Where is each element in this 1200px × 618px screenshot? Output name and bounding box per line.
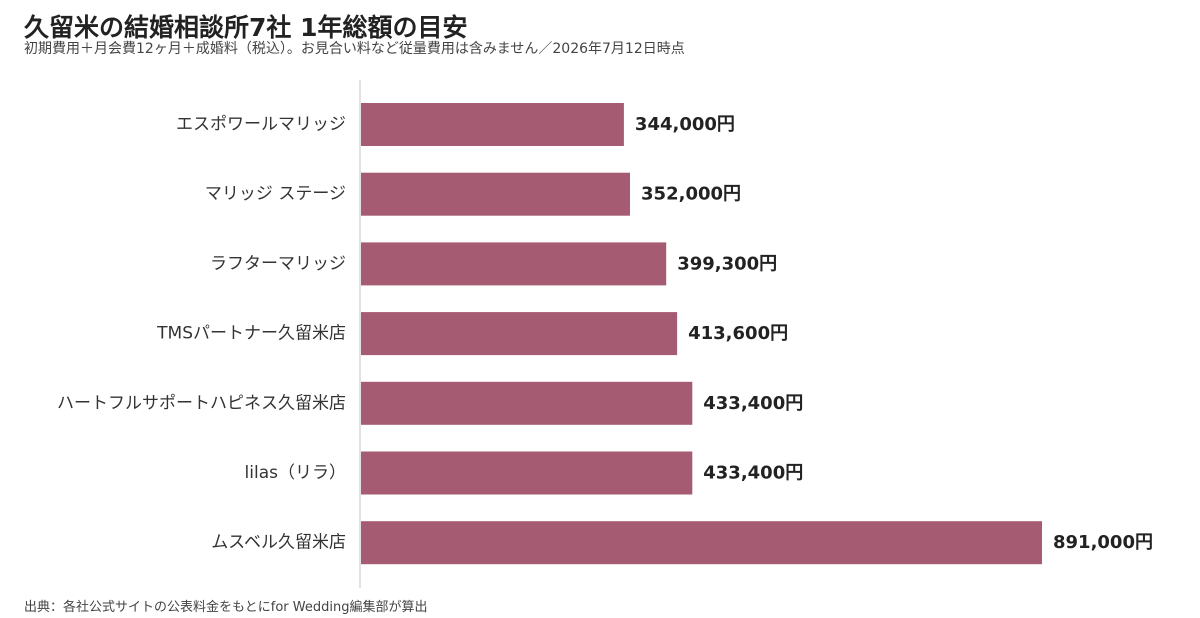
value-label-2: 399,300円 <box>677 253 777 274</box>
category-label-6: ムスベル久留米店 <box>211 533 346 553</box>
source-note: 出典：各社公式サイトの公表料金をもとにfor Wedding編集部が算出 <box>24 600 428 615</box>
value-label-3: 413,600円 <box>688 323 788 344</box>
bar-5 <box>361 451 693 495</box>
chart-subtitle: 初期費用＋月会費12ヶ月＋成婚料（税込）。お見合い料など従量費用は含みません／2… <box>24 41 685 57</box>
chart-title: 久留米の結婚相談所7社 1年総額の目安 <box>24 13 468 42</box>
value-label-5: 433,400円 <box>703 463 803 484</box>
bar-6 <box>361 521 1042 565</box>
value-label-0: 344,000円 <box>635 114 735 135</box>
category-label-3: TMSパートナー久留米店 <box>156 324 346 344</box>
bar-2 <box>361 242 667 286</box>
bar-0 <box>361 103 624 146</box>
value-label-1: 352,000円 <box>641 184 741 205</box>
bar-4 <box>361 381 693 425</box>
category-label-0: エスポワールマリッジ <box>176 115 346 135</box>
value-label-4: 433,400円 <box>703 393 803 414</box>
category-label-5: lilas（リラ） <box>245 463 346 483</box>
bar-3 <box>361 312 678 356</box>
category-label-1: マリッジ ステージ <box>205 184 346 204</box>
bar-1 <box>361 172 630 216</box>
category-label-4: ハートフルサポートハピネス久留米店 <box>57 393 346 413</box>
category-label-2: ラフターマリッジ <box>210 254 346 274</box>
value-label-6: 891,000円 <box>1053 532 1153 553</box>
